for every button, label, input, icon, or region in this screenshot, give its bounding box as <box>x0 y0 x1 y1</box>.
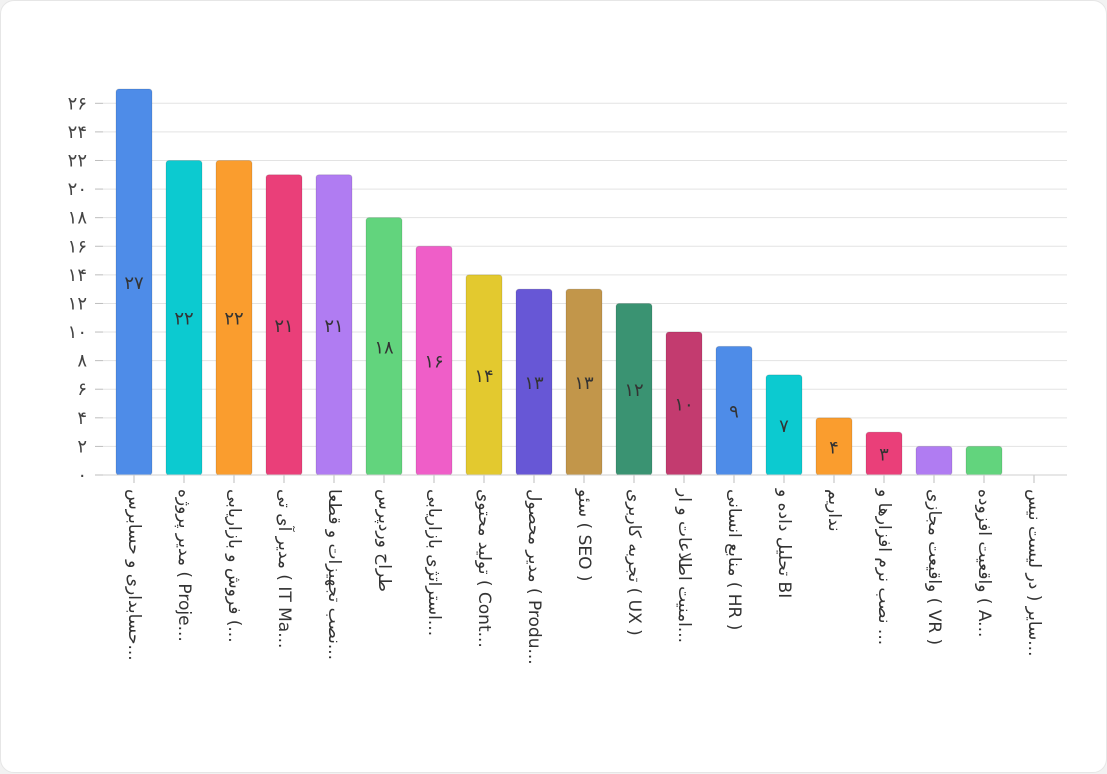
y-tick-label: ۸ <box>77 351 87 372</box>
x-category-label: مدیر پروژه ( Proje... <box>174 489 194 642</box>
x-category-label: مدیر آی تی ( IT Ma... <box>274 489 296 648</box>
bar[interactable] <box>915 445 953 476</box>
bar-value-label: ۹ <box>729 402 739 423</box>
x-category-label: نداریم <box>824 489 844 532</box>
x-category-label: تولید محتوی ( Cont... <box>474 489 494 648</box>
bar-value-label: ۷ <box>779 416 789 437</box>
bar[interactable] <box>965 445 1003 476</box>
x-category-label: واقیعت مجازی ( VR ) <box>924 489 944 645</box>
y-tick-label: ۱۸ <box>68 208 88 229</box>
bar-value-label: ۱۴ <box>474 366 493 387</box>
y-tick-label: ۶ <box>77 379 87 400</box>
x-category-label: سایر ( در لیست نیس... <box>1024 489 1044 656</box>
y-tick-label: ۱۴ <box>68 265 87 286</box>
bar-value-label: ۱۳ <box>524 373 544 394</box>
bar-value-label: ۲۱ <box>274 316 293 337</box>
x-category-label: واقعیت افزوده ( A... <box>974 489 994 637</box>
x-category-label: امنیت اطلاعات و ار... <box>674 488 694 643</box>
x-category-label: تجربه کاربری ( UX ) <box>624 489 644 636</box>
y-tick-label: ۴ <box>77 408 87 429</box>
y-tick-label: ۲۲ <box>68 150 87 171</box>
x-axis: حسابداری و حسابرس... مدیر پروژه ( Proje..… <box>103 474 1067 665</box>
x-category-label: مدیر محصول ( Produ... <box>524 489 544 665</box>
x-category-label: تحلیل داده و BI <box>774 488 794 598</box>
y-tick-label: ۱۰ <box>68 322 87 343</box>
y-tick-label: ۱۶ <box>68 236 87 257</box>
bar-value-label: ۱۰ <box>674 395 693 416</box>
bar-value-label: ۲۲ <box>174 309 193 330</box>
bar-value-label: ۱۸ <box>374 337 394 358</box>
bar-value-label: ۱۶ <box>424 352 443 373</box>
x-category-label: نصب تجهیزات و قطعا... <box>324 489 344 660</box>
x-category-label: طراح وردپرس <box>374 489 394 592</box>
bar-value-label: ۴ <box>829 437 839 458</box>
bar-value-label: ۱۳ <box>574 373 594 394</box>
y-tick-label: ۰ <box>77 465 87 486</box>
x-category-label: سئو ( SEO ) <box>574 488 594 582</box>
x-category-label: استراتژی بازاریابی... <box>424 489 444 636</box>
y-tick-label: ۲۰ <box>68 179 87 200</box>
bar-value-label: ۲۱ <box>324 316 343 337</box>
bar-value-label: ۲۷ <box>124 273 144 294</box>
x-category-label: نصب نرم افزارها و ... <box>874 488 894 645</box>
bars <box>115 88 1003 476</box>
y-tick-label: ۱۲ <box>68 293 87 314</box>
y-tick-label: ۲ <box>77 436 87 457</box>
x-category-label: منابع انسانی ( HR ) <box>724 489 744 630</box>
x-category-label: حسابداری و حسابرس... <box>124 489 144 661</box>
y-tick-label: ۲۴ <box>68 122 87 143</box>
bar-value-label: ۳ <box>879 445 889 466</box>
y-tick-label: ۲۶ <box>68 93 87 114</box>
bar-value-labels: ۲۷ ۲۲ ۲۲ ۲۱ ۲۱ ۱۸ ۱۶ ۱۴ ۱۳ ۱۳ ۱۲ ۱۰ ۹ ۷ ۴ ۳ <box>124 273 889 466</box>
x-category-label: فروش و بازاریابی (... <box>224 489 244 643</box>
bar-value-label: ۱۲ <box>624 380 643 401</box>
bar-value-label: ۲۲ <box>224 309 243 330</box>
